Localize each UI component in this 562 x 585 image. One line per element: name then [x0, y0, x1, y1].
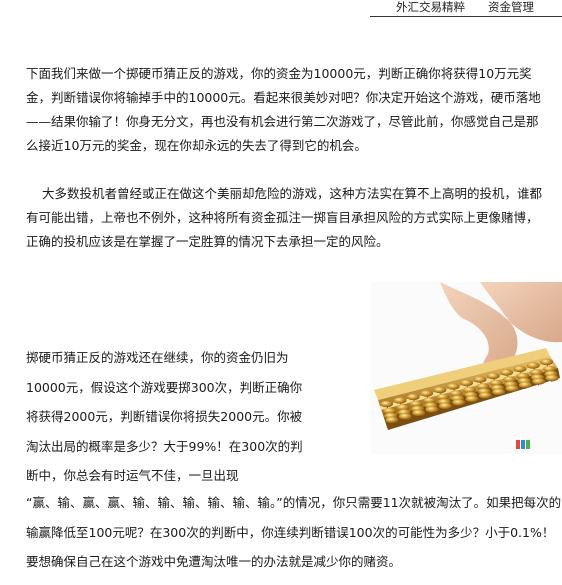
- watermark-logo-bar: [521, 440, 525, 449]
- article-paragraph-3: 掷硬币猜正反的游戏还在继续，你的资金仍旧为10000元，假设这个游戏要掷300次…: [26, 350, 303, 483]
- abacus-illustration: [370, 282, 562, 454]
- abacus-bead: [433, 386, 447, 394]
- abacus-bead: [452, 399, 466, 406]
- abacus-bead: [516, 372, 530, 380]
- abacus-bead: [398, 413, 412, 420]
- abacus-bead: [529, 369, 543, 376]
- abacus-bead: [438, 402, 452, 410]
- abacus-bead: [460, 379, 474, 387]
- abacus-bead: [532, 378, 546, 385]
- abacus-bead: [420, 390, 434, 397]
- abacus-bead: [380, 400, 394, 408]
- abacus-bead: [406, 393, 420, 401]
- watermark-logo-bar: [526, 440, 530, 449]
- nav-link-forex-essence[interactable]: 外汇交易精粹: [396, 0, 465, 14]
- abacus-bead: [449, 390, 463, 397]
- abacus-bead: [486, 372, 500, 380]
- abacus-bead: [423, 397, 437, 404]
- abacus-bead: [476, 383, 490, 390]
- abacus-bead: [425, 406, 439, 413]
- abacus-bead: [503, 376, 517, 383]
- abacus-bead: [489, 379, 503, 387]
- abacus-bead: [385, 416, 399, 424]
- abacus-bead: [478, 392, 492, 399]
- abacus-photo: [370, 282, 562, 454]
- abacus-bead: [526, 362, 540, 369]
- abacus-bead: [393, 397, 407, 404]
- watermark-logo-bar: [516, 440, 520, 449]
- abacus-bead: [540, 358, 554, 366]
- abacus-bead: [412, 409, 426, 417]
- abacus-bead: [383, 407, 397, 415]
- abacus-bead: [492, 388, 506, 396]
- header-divider: [370, 16, 562, 17]
- abacus-bead: [396, 404, 410, 411]
- abacus-bead: [513, 365, 527, 373]
- abacus-bead: [446, 383, 460, 390]
- abacus-bead: [543, 365, 557, 373]
- abacus-bead: [436, 393, 450, 401]
- abacus-bead: [463, 386, 477, 394]
- abacus-bead: [473, 376, 487, 383]
- abacus-bead: [465, 395, 479, 403]
- abacus-bead: [505, 385, 519, 392]
- abacus-bead: [500, 369, 514, 376]
- nav-link-money-management[interactable]: 资金管理: [488, 0, 534, 14]
- abacus-bead: [518, 381, 532, 389]
- article-paragraph-1: 下面我们来做一个掷硬币猜正反的游戏，你的资金为10000元，判断正确你将获得10…: [26, 66, 541, 153]
- article-paragraph-2: 大多数投机者曾经或正在做这个美丽却危险的游戏，这种方法实在算不上高明的投机，谁都…: [26, 186, 543, 249]
- article-paragraph-4: “赢、输、赢、赢、输、输、输、输、输、输。”的情况，你只需要11次就被淘汰了。如…: [26, 495, 562, 569]
- top-nav: 外汇交易精粹 资金管理: [0, 0, 562, 20]
- abacus-bead: [545, 374, 559, 382]
- abacus-bead: [409, 400, 423, 408]
